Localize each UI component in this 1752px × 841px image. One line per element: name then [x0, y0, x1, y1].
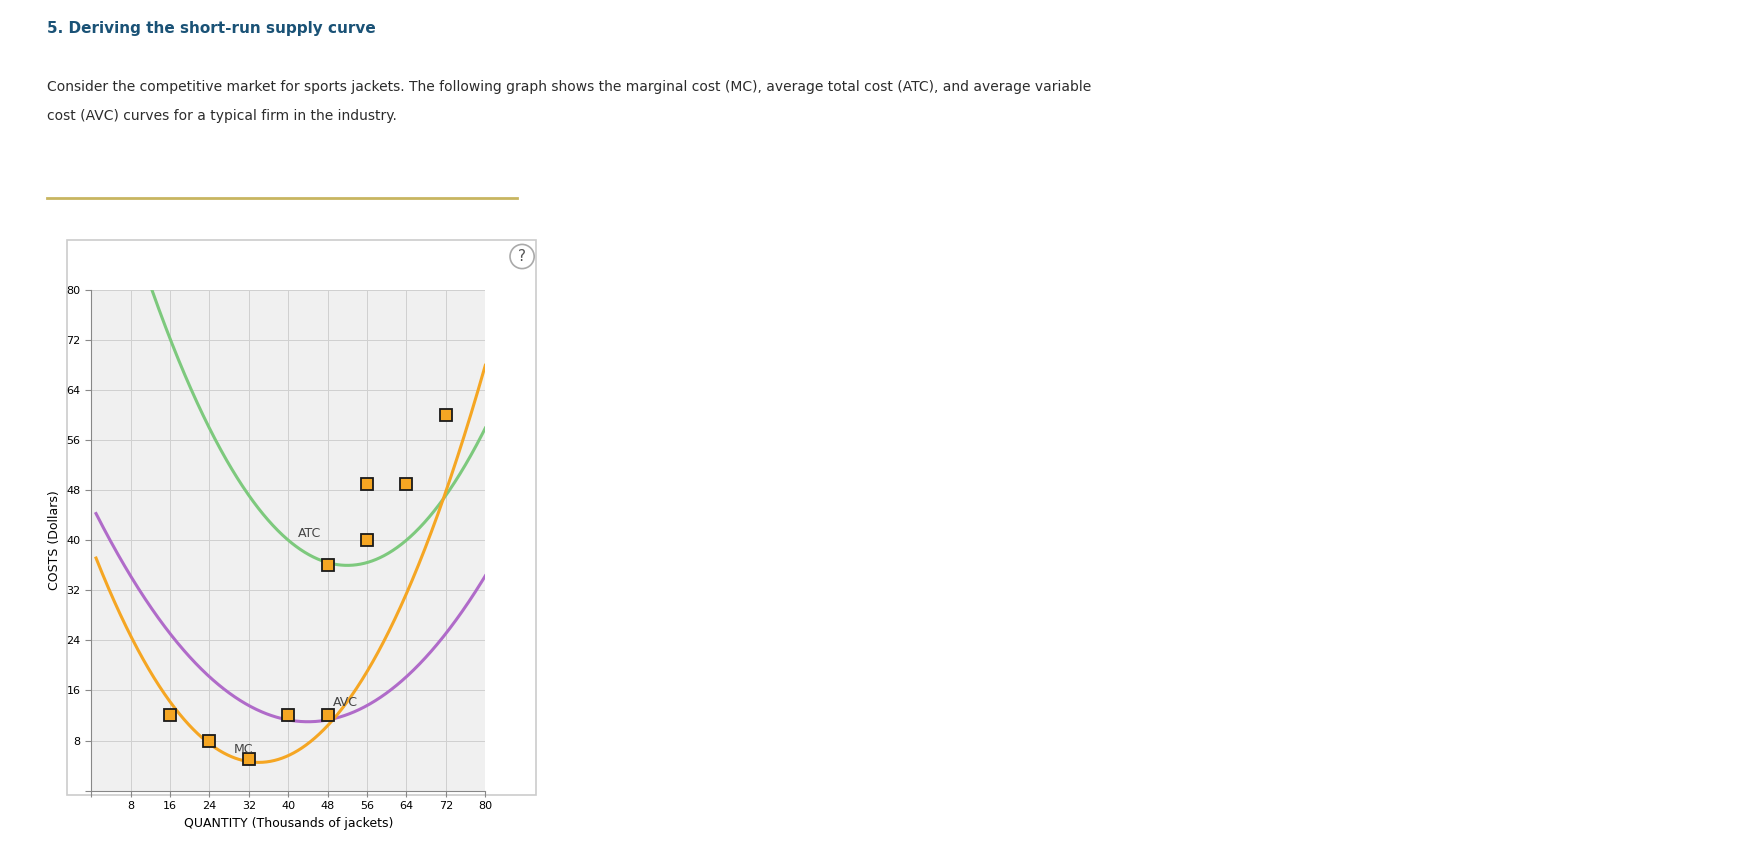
Text: Consider the competitive market for sports jackets. The following graph shows th: Consider the competitive market for spor… [47, 80, 1091, 94]
Text: AVC: AVC [333, 696, 357, 709]
Y-axis label: COSTS (Dollars): COSTS (Dollars) [47, 490, 61, 590]
Text: cost (AVC) curves for a typical firm in the industry.: cost (AVC) curves for a typical firm in … [47, 109, 398, 124]
Text: ?: ? [519, 249, 526, 264]
Text: 5. Deriving the short-run supply curve: 5. Deriving the short-run supply curve [47, 21, 377, 36]
X-axis label: QUANTITY (Thousands of jackets): QUANTITY (Thousands of jackets) [184, 817, 392, 829]
Text: MC: MC [235, 743, 254, 756]
Text: ATC: ATC [298, 527, 321, 541]
